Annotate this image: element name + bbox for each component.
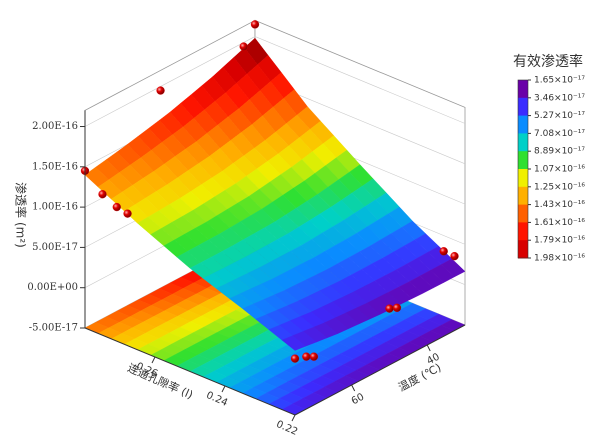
data-point [302,352,311,361]
z-tick-label: 0.00E+00 [27,282,78,293]
z-tick-label: 1.50E-16 [32,161,78,172]
data-point [290,354,300,363]
z-tick-label: -5.00E-17 [29,323,78,334]
surface-cell [281,335,306,351]
data-point [250,20,260,29]
colorbar-label: 1.98×10⁻¹⁶ [534,254,585,264]
colorbar-label: 1.43×10⁻¹⁶ [534,200,585,210]
data-point [112,202,121,212]
colorbar-frame [517,79,529,259]
z-tick-label: 2.00E-16 [32,121,78,132]
colorbar-label: 8.89×10⁻¹⁷ [534,147,585,157]
x-tick [351,384,356,392]
colorbar-label: 1.25×10⁻¹⁶ [534,182,585,192]
grid-line [84,36,466,127]
colorbar-segment [518,97,528,117]
colorbar-segment [518,222,528,241]
x-tick-label: 40 [425,352,441,368]
colorbar-segment [518,115,528,134]
colorbar-label: 3.46×10⁻¹⁷ [534,93,585,103]
surface [84,37,466,351]
z-tick-label: 5.00E-17 [32,242,78,253]
colorbar-label: 1.79×10⁻¹⁶ [534,236,585,246]
axis-line [84,327,296,416]
x-tick [426,344,431,352]
colorbar-label: 7.08×10⁻¹⁷ [534,129,585,139]
colorbar-label: 1.65×10⁻¹⁷ [534,76,585,86]
data-point [98,190,107,199]
data-point [156,86,165,95]
colorbar: 1.65×10⁻¹⁷ 3.46×10⁻¹⁷ 5.27×10⁻¹⁷ 7.08×10⁻¹⁷… [517,76,585,264]
colorbar-segment [518,151,528,170]
z-axis-label: 渗透率 (m²) [14,182,29,248]
points [80,20,459,363]
data-point [239,42,248,51]
x-axis-label: 温度 (℃) [396,360,444,394]
data-point [450,252,459,261]
colorbar-label: 1.61×10⁻¹⁶ [534,218,585,228]
x-tick-label: 60 [350,392,366,408]
y-tick [221,385,226,393]
y-tick-label: 0.24 [204,390,229,409]
colorbar-segment [518,204,528,223]
y-tick-label: 0.22 [274,419,299,438]
colorbar-segment [518,133,528,152]
axis-line [294,324,466,416]
colorbar-title: 有效渗透率 [513,53,583,70]
data-point [123,209,132,218]
z-tick-label: 1.00E-16 [32,202,78,213]
data-point [385,304,394,313]
data-point [439,247,448,256]
y-tick [151,356,156,364]
colorbar-segment [518,169,528,188]
data-point [309,352,319,361]
colorbar-segment [518,186,528,206]
colorbar-label: 1.07×10⁻¹⁶ [534,165,585,175]
data-point [392,303,402,312]
colorbar-label: 5.27×10⁻¹⁷ [534,111,585,121]
colorbar-segment [518,240,528,259]
y-tick [291,414,296,422]
colorbar-segment [518,80,528,99]
